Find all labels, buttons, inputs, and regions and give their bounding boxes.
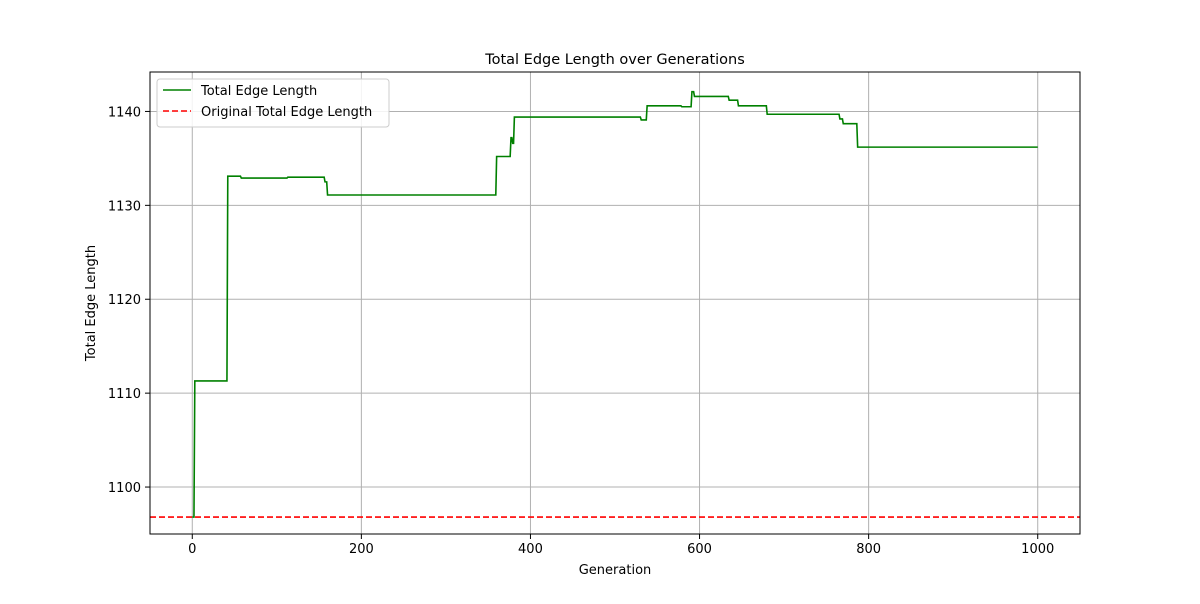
grid bbox=[150, 72, 1080, 534]
y-tick-label: 1140 bbox=[108, 105, 141, 120]
legend-label-total-edge-length: Total Edge Length bbox=[200, 84, 317, 99]
x-tick-label: 800 bbox=[856, 542, 881, 557]
legend-label-original-total-edge-length: Original Total Edge Length bbox=[201, 105, 372, 120]
axes-frame bbox=[149, 71, 1081, 535]
x-tick-label: 200 bbox=[349, 542, 374, 557]
series-layer bbox=[150, 90, 1080, 518]
x-tick-label: 400 bbox=[518, 542, 543, 557]
y-tick-label: 1100 bbox=[108, 481, 141, 496]
x-tick-label: 600 bbox=[687, 542, 712, 557]
series-line-total-edge-length bbox=[192, 90, 1038, 518]
x-axis-label: Generation bbox=[579, 563, 652, 578]
y-tick-label: 1110 bbox=[108, 387, 141, 402]
legend-box bbox=[156, 78, 390, 128]
ticks: 0 200 400 600 800 1000 1100 1110 1120 1130 1140 bbox=[108, 105, 1054, 557]
chart-title: Total Edge Length over Generations bbox=[484, 52, 745, 68]
legend: Total Edge Length Original Total Edge Le… bbox=[156, 78, 390, 128]
x-tick-label: 1000 bbox=[1021, 542, 1054, 557]
y-tick-label: 1130 bbox=[108, 199, 141, 214]
y-tick-label: 1120 bbox=[108, 293, 141, 308]
y-axis-label: Total Edge Length bbox=[84, 245, 99, 362]
x-tick-label: 0 bbox=[188, 542, 196, 557]
